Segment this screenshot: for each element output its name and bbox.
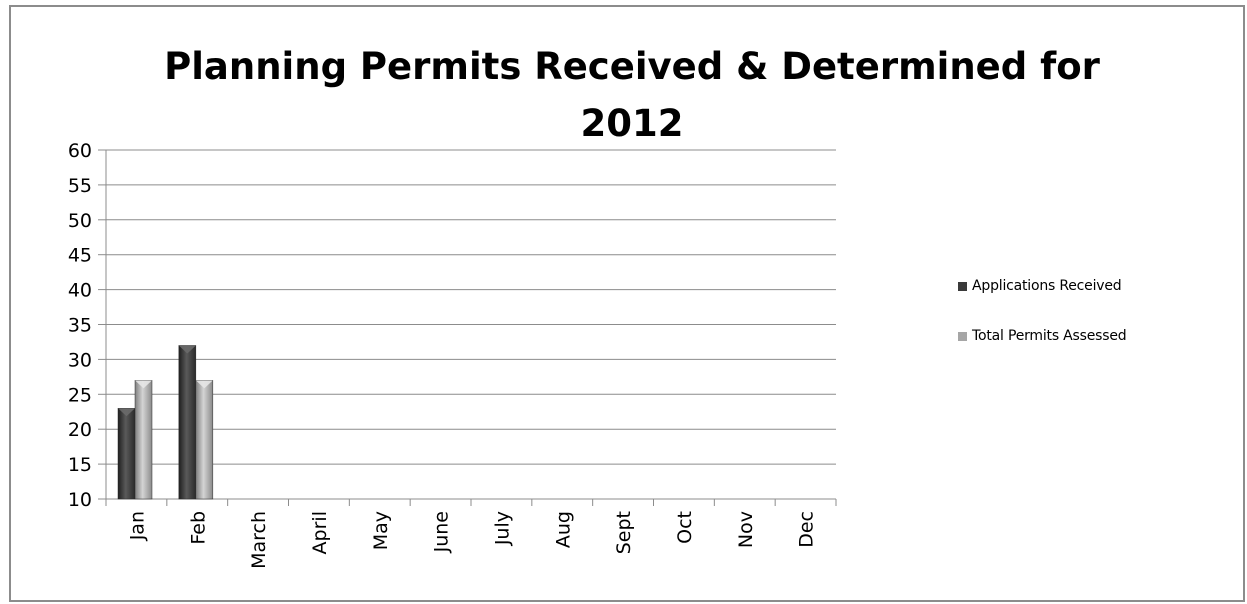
legend-item-total-permits-assessed: Total Permits Assessed bbox=[958, 326, 1127, 346]
bar-cap bbox=[135, 380, 152, 389]
y-tick-label: 25 bbox=[68, 384, 92, 406]
y-tick-label: 30 bbox=[68, 349, 92, 371]
y-tick-label: 50 bbox=[68, 210, 92, 232]
bar-cap bbox=[118, 408, 135, 417]
x-tick-label: Aug bbox=[552, 511, 574, 548]
x-tick-label: Sept bbox=[613, 511, 635, 554]
bar-total-permits-assessed bbox=[195, 380, 214, 500]
y-tick-label: 10 bbox=[68, 489, 92, 511]
x-tick-label: July bbox=[491, 511, 513, 546]
legend-item-applications-received: Applications Received bbox=[958, 276, 1126, 296]
legend-label: Total Permits Assessed bbox=[972, 328, 1127, 344]
legend-swatch-total-permits-assessed bbox=[958, 331, 967, 341]
x-tick-label: May bbox=[370, 511, 392, 550]
chart-title-line-2: 2012 bbox=[580, 102, 684, 145]
y-tick-label: 40 bbox=[68, 280, 92, 302]
legend: Applications Received Total Permits Asse… bbox=[958, 276, 1127, 376]
y-tick-label: 15 bbox=[68, 454, 92, 476]
bars bbox=[117, 345, 214, 500]
chart-title: Planning Permits Received & Determined f… bbox=[0, 0, 1247, 150]
legend-label: Applications Received bbox=[972, 278, 1122, 294]
legend-swatch-applications-received bbox=[958, 281, 967, 291]
y-axis-ticks: 10 15 20 25 30 35 40 45 50 55 60 bbox=[68, 140, 106, 511]
bar-cap bbox=[195, 380, 213, 389]
chart-title-line-1: Planning Permits Received & Determined f… bbox=[164, 45, 1100, 88]
x-tick-label: Nov bbox=[735, 511, 757, 548]
bar-applications-received bbox=[117, 408, 136, 500]
x-tick-label: April bbox=[309, 511, 331, 554]
bar-cap bbox=[178, 345, 196, 354]
x-tick-label: Jan bbox=[126, 511, 148, 541]
y-tick-label: 35 bbox=[68, 315, 92, 337]
x-tick-label: Oct bbox=[674, 511, 696, 544]
x-tick-label: Feb bbox=[187, 511, 209, 545]
y-tick-label: 55 bbox=[68, 175, 92, 197]
x-tick-label: June bbox=[431, 511, 453, 553]
gridlines bbox=[106, 149, 836, 465]
y-tick-label: 20 bbox=[68, 419, 92, 441]
bar-total-permits-assessed bbox=[134, 380, 153, 500]
y-tick-label: 60 bbox=[68, 140, 92, 162]
bar-applications-received bbox=[178, 345, 197, 500]
chart-frame bbox=[9, 5, 1245, 602]
x-tick-label: March bbox=[248, 511, 270, 569]
x-axis-ticks: Jan Feb March April May June July Aug Sept Oct Nov… bbox=[105, 499, 837, 569]
y-tick-label: 45 bbox=[68, 245, 92, 267]
x-tick-label: Dec bbox=[796, 511, 818, 548]
